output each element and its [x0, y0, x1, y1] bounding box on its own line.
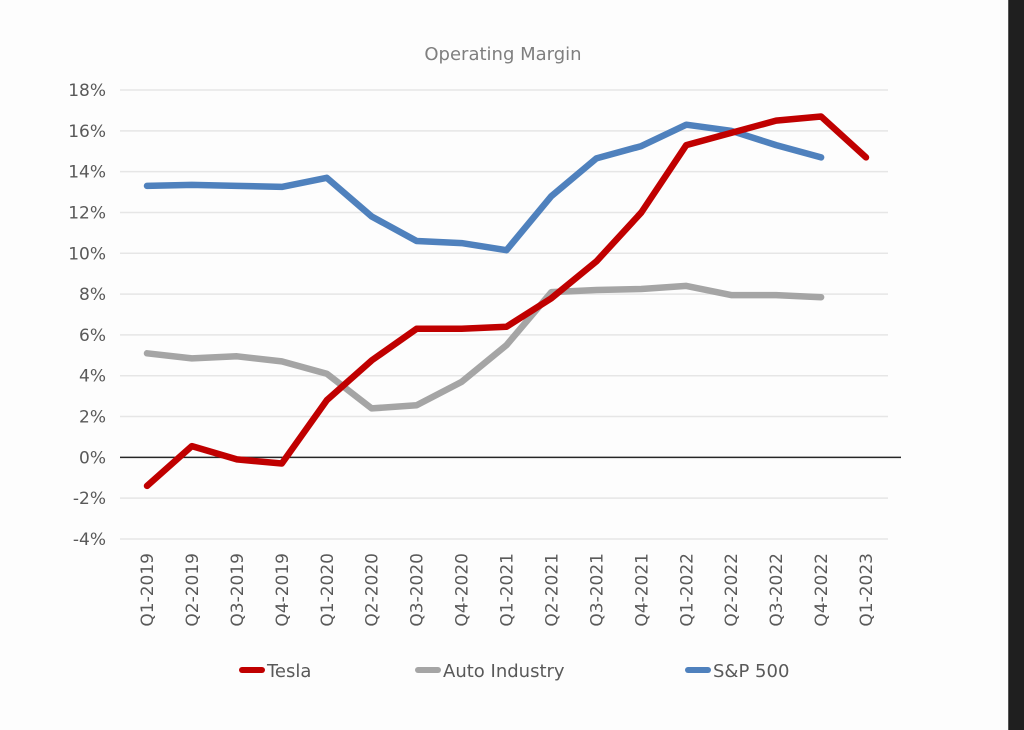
y-tick-label: 0%: [79, 448, 106, 468]
y-axis-ticks: 18% 16% 14% 12% 10% 8% 6% 4% 2% 0% -2% -4%: [68, 81, 106, 550]
x-tick-label: Q1-2023: [857, 553, 877, 627]
x-tick-label: Q3-2022: [767, 553, 787, 627]
x-axis-ticks: Q1-2019 Q2-2019 Q3-2019 Q4-2019 Q1-2020 Q2-20…: [138, 553, 877, 627]
x-tick-label: Q3-2019: [228, 553, 248, 627]
x-tick-label: Q4-2022: [812, 553, 832, 627]
x-tick-label: Q3-2020: [408, 553, 428, 627]
legend-label: S&P 500: [713, 661, 789, 682]
legend: Tesla Auto Industry S&P 500: [239, 661, 789, 682]
x-tick-label: Q3-2021: [587, 553, 607, 627]
x-tick-label: Q1-2021: [498, 553, 518, 627]
x-tick-label: Q2-2022: [722, 553, 742, 627]
x-tick-label: Q2-2020: [363, 553, 383, 627]
x-tick-label: Q4-2020: [453, 553, 473, 627]
x-tick-label: Q1-2020: [318, 553, 338, 627]
x-tick-label: Q4-2019: [273, 553, 293, 627]
y-tick-label: 2%: [79, 408, 106, 428]
x-tick-label: Q4-2021: [632, 553, 652, 627]
y-tick-label: -2%: [73, 489, 106, 509]
series-line-s-p-500: [143, 121, 825, 254]
chart-title: Operating Margin: [424, 44, 581, 65]
y-tick-label: 14%: [68, 163, 106, 183]
y-tick-label: 4%: [79, 367, 106, 387]
dark-screen-edge: [1008, 0, 1024, 730]
series-line-auto-industry: [143, 282, 825, 412]
x-tick-label: Q2-2019: [183, 553, 203, 627]
y-tick-label: 16%: [68, 122, 106, 142]
y-tick-label: 10%: [68, 244, 106, 264]
y-tick-label: 12%: [68, 203, 106, 223]
legend-label: Tesla: [266, 661, 311, 682]
series-lines: [143, 113, 870, 490]
legend-label: Auto Industry: [443, 661, 565, 682]
y-tick-label: -4%: [73, 530, 106, 550]
y-tick-label: 6%: [79, 326, 106, 346]
gridlines: [120, 89, 888, 540]
y-tick-label: 18%: [68, 81, 106, 101]
x-tick-label: Q1-2022: [677, 553, 697, 627]
x-tick-label: Q2-2021: [542, 553, 562, 627]
x-tick-label: Q1-2019: [138, 553, 158, 627]
y-tick-label: 8%: [79, 285, 106, 305]
